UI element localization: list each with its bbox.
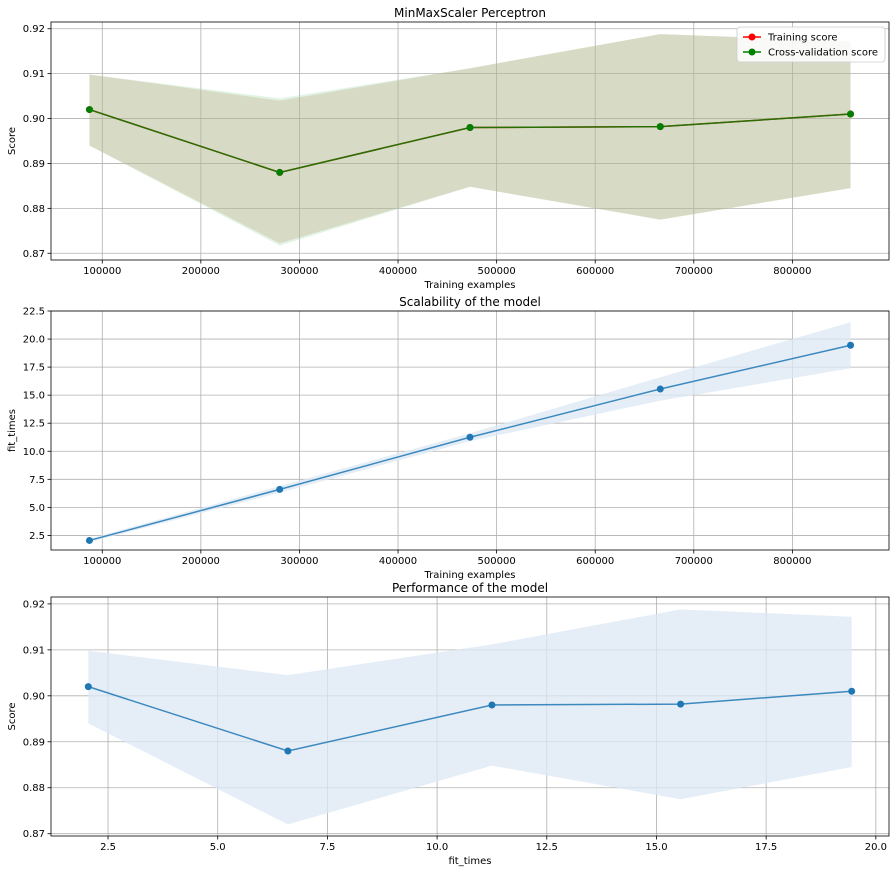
y-tick-label: 0.88 <box>23 204 45 215</box>
series-1-point <box>848 687 856 695</box>
series-2-band <box>89 34 851 246</box>
y-tick-label: 0.89 <box>23 159 45 170</box>
x-tick-label: 7.5 <box>319 842 335 853</box>
series-1-point <box>284 747 292 755</box>
series-1-point <box>677 700 685 708</box>
chart-panel-3: 2.5 5.0 7.5 10.0 12.5 15.0 17.5 20.0 0.87 0.88 0.8… <box>7 581 890 867</box>
x-tick-label: 100000 <box>83 266 121 277</box>
y-tick-label: 0.92 <box>23 24 45 35</box>
series-1-band <box>88 609 852 825</box>
y-tick-label: 0.90 <box>23 114 45 125</box>
series-2-point <box>656 123 664 131</box>
x-tick-label: 500000 <box>478 556 516 567</box>
x-tick-label: 500000 <box>478 266 516 277</box>
x-tick-label: 2.5 <box>100 842 116 853</box>
y-tick-label: 0.87 <box>23 829 45 840</box>
series-1-point <box>847 341 855 349</box>
legend-label: Training score <box>767 33 838 44</box>
x-tick-label: 200000 <box>182 556 220 567</box>
x-tick-label: 600000 <box>576 266 614 277</box>
x-axis-label: fit_times <box>448 856 491 867</box>
series-2-point <box>847 110 855 118</box>
series-2-point <box>85 106 93 114</box>
plot-frame <box>50 310 890 551</box>
x-tick-label: 300000 <box>280 266 318 277</box>
series-1-point <box>466 433 474 441</box>
x-tick-label: 10.0 <box>426 842 448 853</box>
series-1-band <box>89 34 851 244</box>
x-tick-label: 15.0 <box>645 842 667 853</box>
x-axis-label: Training examples <box>424 570 516 581</box>
y-tick-label: 15.0 <box>23 391 45 402</box>
x-tick-label: 100000 <box>83 556 121 567</box>
y-tick-label: 20.0 <box>23 335 45 346</box>
chart-title: MinMaxScaler Perceptron <box>394 6 546 20</box>
x-tick-label: 700000 <box>675 266 713 277</box>
plot-frame <box>50 21 890 261</box>
x-tick-label: 600000 <box>576 556 614 567</box>
series-2-point <box>276 168 284 176</box>
y-tick-label: 0.91 <box>23 645 45 656</box>
series-1-point <box>488 701 496 709</box>
series-1-point <box>84 683 92 691</box>
y-tick-label: 0.88 <box>23 783 45 794</box>
chart-panel-1: 100000 200000 300000 400000 500000 600000 7000… <box>7 6 890 291</box>
x-axis-label: Training examples <box>424 280 516 291</box>
y-tick-label: 0.90 <box>23 691 45 702</box>
y-tick-label: 12.5 <box>23 419 45 430</box>
x-tick-label: 200000 <box>182 266 220 277</box>
series-1-point <box>656 385 664 393</box>
x-tick-label: 700000 <box>675 556 713 567</box>
y-axis-label: Score <box>7 127 18 155</box>
x-tick-label: 400000 <box>379 266 417 277</box>
x-tick-label: 20.0 <box>865 842 887 853</box>
y-tick-label: 2.5 <box>29 531 45 542</box>
chart-title: Scalability of the model <box>399 295 541 309</box>
y-tick-label: 22.5 <box>23 307 45 318</box>
y-tick-label: 5.0 <box>29 503 45 514</box>
legend-swatch-marker <box>748 33 756 41</box>
legend-box <box>736 26 886 63</box>
legend-label: Cross-validation score <box>768 48 878 59</box>
y-tick-label: 0.92 <box>23 599 45 610</box>
x-tick-label: 12.5 <box>536 842 558 853</box>
series-1-point <box>85 536 93 544</box>
y-tick-label: 17.5 <box>23 363 45 374</box>
legend-swatch-marker <box>748 48 756 56</box>
x-tick-label: 17.5 <box>755 842 777 853</box>
x-tick-label: 400000 <box>379 556 417 567</box>
y-tick-label: 0.87 <box>23 249 45 260</box>
x-tick-label: 300000 <box>280 556 318 567</box>
chart-panel-2: 100000 200000 300000 400000 500000 600000 7000… <box>7 295 890 581</box>
x-tick-label: 5.0 <box>210 842 226 853</box>
x-tick-label: 800000 <box>773 266 811 277</box>
series-2-point <box>466 124 474 132</box>
y-tick-label: 0.91 <box>23 69 45 80</box>
chart-title: Performance of the model <box>392 581 548 595</box>
x-tick-label: 800000 <box>773 556 811 567</box>
y-axis-label: fit_times <box>7 409 18 452</box>
series-1-point <box>276 485 284 493</box>
y-axis-label: Score <box>7 702 18 730</box>
y-tick-label: 10.0 <box>23 447 45 458</box>
y-tick-label: 0.89 <box>23 737 45 748</box>
plot-frame <box>50 596 890 837</box>
y-tick-label: 7.5 <box>29 475 45 486</box>
